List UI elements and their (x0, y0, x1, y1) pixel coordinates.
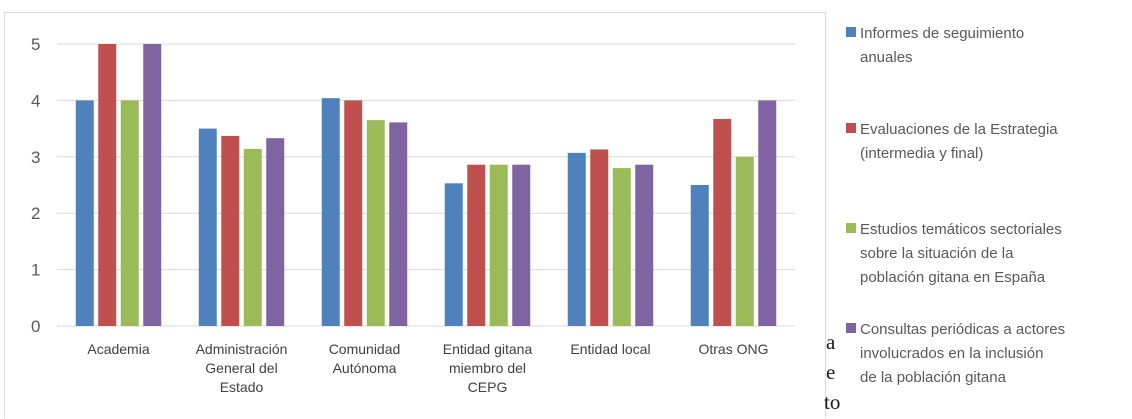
bar (321, 98, 340, 326)
legend-item: Informes de seguimiento anuales (846, 22, 1126, 70)
bar (590, 149, 609, 326)
bar (75, 100, 94, 327)
legend-swatch (846, 223, 856, 233)
bar (120, 100, 139, 327)
bar (735, 156, 754, 326)
x-tick-label: Entidad local (570, 341, 650, 357)
x-tick-label: General del (205, 360, 277, 376)
bar (344, 100, 363, 327)
bar (198, 128, 217, 326)
legend-swatch (846, 27, 856, 37)
x-tick-label: miembro del (449, 360, 526, 376)
bar (467, 164, 486, 326)
bar (489, 164, 508, 326)
bar (512, 164, 531, 326)
bar (221, 135, 240, 326)
background-text: a (826, 330, 836, 354)
x-tick-label: Estado (220, 379, 264, 395)
bar (98, 44, 117, 326)
x-tick-label: Administración (196, 341, 288, 357)
bar (389, 122, 408, 327)
y-tick-label: 3 (31, 148, 40, 167)
y-tick-label: 2 (31, 204, 40, 223)
bar (143, 44, 162, 326)
legend-label: Informes de seguimiento anuales (860, 25, 1025, 66)
y-tick-label: 1 (31, 261, 40, 280)
bar (635, 164, 654, 326)
legend-label: Estudios temáticos sectoriales sobre la … (860, 221, 1062, 286)
bar (758, 100, 777, 327)
x-tick-label: Academia (87, 341, 149, 357)
bar (612, 168, 631, 326)
background-text: e (826, 360, 836, 384)
legend-label: Consultas periódicas a actores involucra… (860, 321, 1066, 386)
y-tick-label: 5 (31, 35, 40, 54)
bar-chart: 0 1 2 3 4 5 Academia Administración General del E… (31, 35, 795, 395)
legend-item: Estudios temáticos sectoriales sobre la … (846, 218, 1126, 290)
x-tick-label: CEPG (468, 379, 508, 395)
legend-swatch (846, 123, 856, 133)
legend-swatch (846, 323, 856, 333)
background-text: to (824, 390, 841, 414)
bar (567, 152, 586, 326)
legend-item: Evaluaciones de la Estrategia (intermedi… (846, 118, 1126, 166)
bar (690, 185, 709, 326)
x-tick-label: Autónoma (333, 360, 397, 376)
x-tick-label: Comunidad (329, 341, 401, 357)
bar (266, 138, 285, 326)
x-tick-label: Otras ONG (698, 341, 768, 357)
chart-frame: 0 1 2 3 4 5 Academia Administración General del E… (4, 12, 826, 418)
bar (713, 119, 732, 327)
legend-item: Consultas periódicas a actores involucra… (846, 318, 1126, 390)
y-tick-label: 4 (31, 91, 40, 110)
bar (366, 120, 385, 326)
y-tick-label: 0 (31, 317, 40, 336)
bar (243, 148, 262, 326)
bar (444, 183, 463, 326)
x-tick-label: Entidad gitana (443, 341, 533, 357)
legend-label: Evaluaciones de la Estrategia (intermedi… (860, 121, 1058, 162)
